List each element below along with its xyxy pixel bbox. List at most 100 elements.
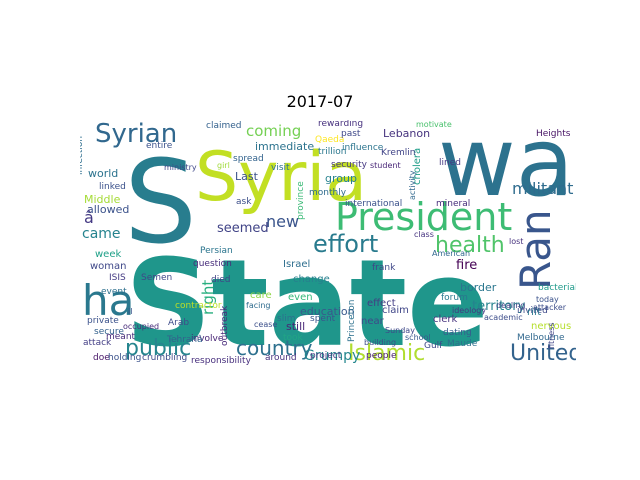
word-claimed: claimed: [206, 121, 241, 131]
word-melbourne: Melbourne: [517, 333, 565, 343]
word-project: project: [310, 351, 342, 361]
word-infection: infection: [80, 136, 85, 175]
word-militant: militant: [512, 179, 573, 198]
word-health: health: [435, 233, 505, 258]
word-outbreak: outbreak: [220, 305, 230, 346]
word-spread: spread: [233, 154, 264, 164]
word-people: people: [366, 351, 397, 361]
word-monthly: monthly: [309, 188, 347, 198]
word-activity: activity: [408, 170, 417, 200]
word-dealing: dealing: [496, 301, 526, 310]
word-entire: entire: [146, 141, 173, 151]
word-islamic: Islamic: [348, 341, 425, 366]
word-gulf: Gulf: [424, 341, 443, 351]
word-princeton: Princeton: [347, 300, 357, 342]
word-state: State: [125, 235, 489, 368]
word-private: private: [87, 316, 119, 326]
word-ha: ha: [82, 276, 134, 325]
word-persian: Persian: [200, 246, 233, 256]
word-grumpy: Grumpy: [304, 348, 360, 364]
word-still: still: [286, 320, 305, 333]
word-ran: Ran: [511, 209, 560, 290]
word-spent: spent: [310, 314, 336, 324]
word-isis: ISIS: [109, 273, 126, 283]
word-claim: claim: [382, 305, 409, 316]
word-meant: meant: [106, 332, 136, 342]
word-seemed: seemed: [217, 221, 269, 236]
word-past: past: [341, 129, 361, 139]
word-fire: fire: [456, 258, 477, 273]
word-contractor: contractor: [175, 301, 222, 311]
word-attacker: attacker: [533, 303, 567, 312]
word-last: Last: [235, 170, 259, 183]
word-linked: linked: [99, 182, 126, 192]
word-ideology: ideology: [452, 306, 486, 315]
word-president: President: [335, 195, 512, 239]
word-american: American: [432, 249, 470, 258]
word-facing: facing: [246, 301, 271, 310]
word-question: question: [193, 259, 232, 269]
word-today: today: [536, 295, 559, 304]
word-new: new: [266, 212, 299, 231]
word-syrian: Syrian: [95, 120, 177, 149]
word-lebanon: Lebanon: [383, 127, 430, 140]
word-cloud: State S wa Syria President Syrian Ran ha…: [80, 120, 576, 368]
word-frank: frank: [372, 263, 396, 273]
word-care: care: [250, 290, 272, 301]
word-semen: Semen: [141, 273, 172, 283]
word-school: school: [405, 333, 431, 342]
word-border: border: [460, 281, 497, 294]
word-sunday: Sunday: [385, 326, 415, 335]
word-kremlin: Kremlin: [381, 148, 415, 158]
word-bacterial: bacterial: [538, 283, 576, 293]
word-lined: lined: [439, 158, 461, 168]
word-mineral: mineral: [436, 199, 470, 209]
word-girl: girl: [217, 161, 230, 170]
word-clerk: clerk: [433, 314, 458, 325]
word-trillion: trillion: [318, 147, 346, 157]
word-qaeda: Qaeda: [315, 135, 344, 145]
word-involve: involve: [191, 334, 224, 344]
word-dating: dating: [443, 328, 472, 338]
word-effect: effect: [367, 298, 396, 309]
word-ministry: ministry: [164, 163, 197, 172]
word-building: building: [364, 338, 396, 347]
word-woman: woman: [90, 261, 127, 272]
word-visit: visit: [271, 163, 290, 173]
figure-title: 2017-07: [286, 92, 354, 111]
word-education: education: [300, 305, 355, 318]
word-province: province: [296, 181, 306, 220]
word-heights: Heights: [536, 129, 571, 139]
word-arab: Arab: [168, 318, 189, 328]
word-attack: attack: [83, 338, 112, 348]
word-near: near: [361, 316, 385, 327]
word-a-circumflex: â: [84, 208, 94, 227]
word-middle: Middle: [84, 193, 121, 206]
word-lost: lost: [509, 237, 523, 246]
word-territory: territory: [472, 299, 526, 314]
word-responsibility: responsibility: [191, 356, 252, 366]
word-holding: holding: [108, 353, 141, 363]
word-cease: cease: [254, 320, 277, 329]
word-international: international: [345, 199, 402, 209]
word-nervous: nervous: [531, 321, 571, 332]
word-event: event: [101, 287, 127, 297]
word-slim: slim: [277, 314, 295, 324]
word-motivate: motivate: [416, 120, 452, 129]
word-took: took: [283, 333, 304, 343]
word-maude: Maude: [447, 339, 478, 349]
word-rift: rift: [527, 307, 541, 318]
word-ask: ask: [236, 197, 252, 207]
word-world: world: [88, 167, 118, 180]
word-rewarding: rewarding: [318, 120, 363, 129]
word-il: il: [128, 307, 132, 316]
word-effort: effort: [313, 230, 378, 258]
word-country: country: [236, 336, 313, 360]
word-doe: doe: [93, 353, 110, 363]
word-s: S: [124, 136, 197, 270]
word-invited: invited: [517, 306, 548, 316]
word-class: class: [414, 230, 434, 239]
word-united: United: [510, 341, 576, 366]
word-security: security: [331, 160, 368, 170]
word-right: right: [199, 280, 217, 315]
